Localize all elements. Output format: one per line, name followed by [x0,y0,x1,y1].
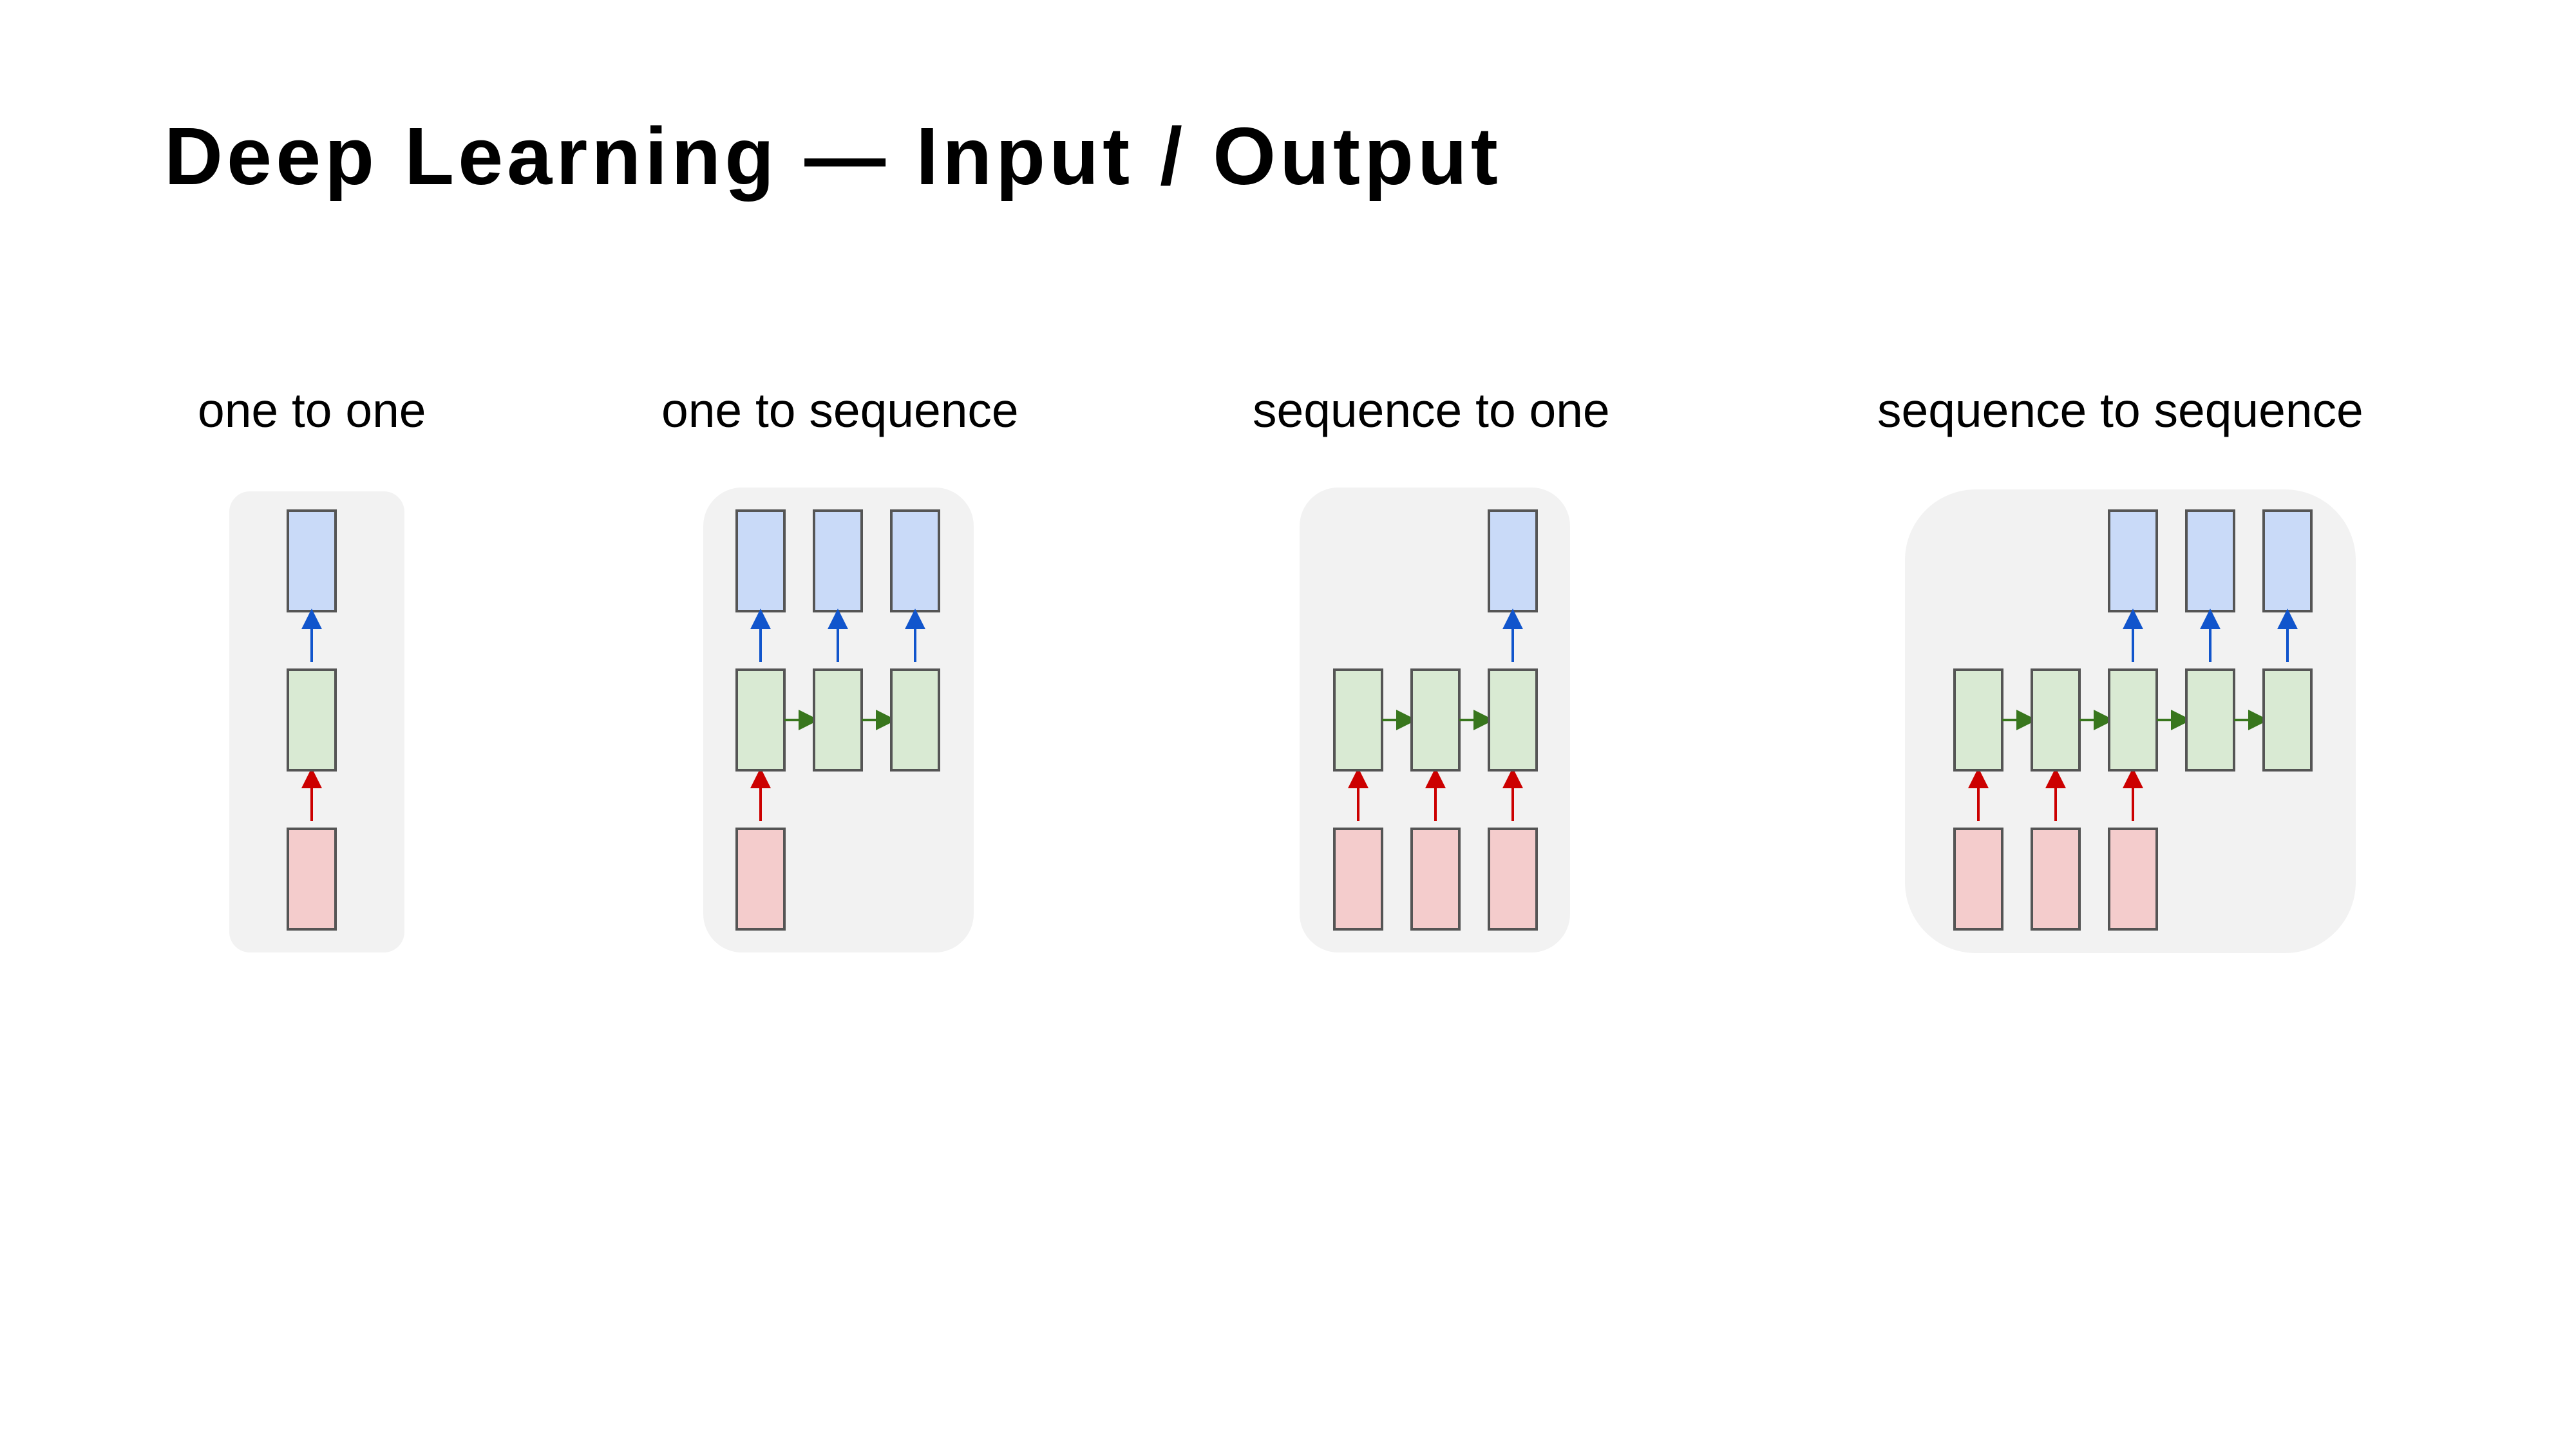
input-box [2031,828,2081,931]
label-one-to-sequence: one to sequence [661,383,1019,437]
input-box [1953,828,2003,931]
output-box [890,509,940,612]
input-box [2108,828,2158,931]
hidden-box [287,668,337,772]
output-box [2108,509,2158,612]
hidden-box [2185,668,2235,772]
hidden-box [735,668,786,772]
output-box [2185,509,2235,612]
hidden-box [1953,668,2003,772]
output-box [735,509,786,612]
output-box [813,509,863,612]
hidden-box [1488,668,1538,772]
input-box [1410,828,1461,931]
output-box [2262,509,2313,612]
label-one-to-one: one to one [198,383,426,437]
hidden-box [1410,668,1461,772]
hidden-box [1333,668,1383,772]
input-box [287,828,337,931]
hidden-box [2108,668,2158,772]
input-box [735,828,786,931]
hidden-box [2031,668,2081,772]
input-box [1488,828,1538,931]
slide-title: Deep Learning — Input / Output [164,111,1502,202]
hidden-box [813,668,863,772]
output-box [1488,509,1538,612]
label-sequence-to-one: sequence to one [1253,383,1610,437]
hidden-box [2262,668,2313,772]
hidden-box [890,668,940,772]
input-box [1333,828,1383,931]
label-sequence-to-sequence: sequence to sequence [1877,383,2363,437]
output-box [287,509,337,612]
